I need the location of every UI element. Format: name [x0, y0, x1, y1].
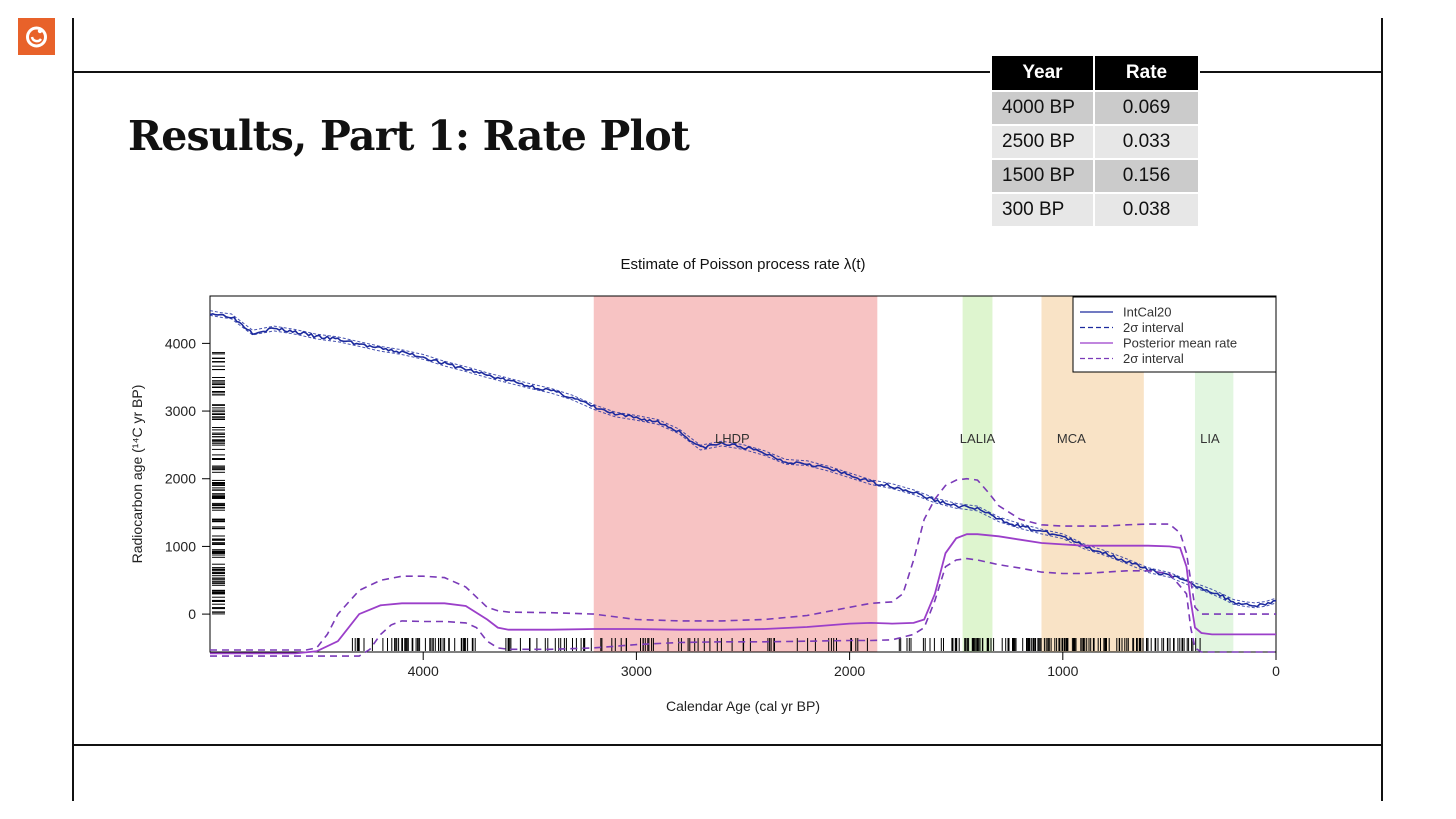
year-cell: 2500 BP — [990, 124, 1095, 160]
legend-entry: 2σ interval — [1123, 320, 1184, 335]
x-tick-label: 4000 — [408, 663, 439, 679]
legend-entry: Posterior mean rate — [1123, 336, 1237, 351]
y-tick-label: 1000 — [165, 538, 196, 554]
intcal20-interval-lower-line — [209, 314, 1277, 609]
rate-cell: 0.069 — [1093, 90, 1200, 126]
legend-entry: 2σ interval — [1123, 351, 1184, 366]
chart-title: Estimate of Poisson process rate λ(t) — [620, 256, 865, 273]
y-tick-label: 2000 — [165, 471, 196, 487]
rug-marks — [212, 352, 1201, 651]
x-tick-label: 2000 — [834, 663, 865, 679]
rate-interval-lower-line — [210, 557, 1276, 657]
rate-cell: 0.038 — [1093, 192, 1200, 228]
table-row: 4000 BP 0.069 — [990, 90, 1200, 126]
logo-icon — [26, 26, 47, 48]
year-cell: 4000 BP — [990, 90, 1095, 126]
chart-series — [209, 310, 1277, 657]
table-row: 2500 BP 0.033 — [990, 124, 1200, 160]
x-tick-label: 0 — [1272, 663, 1280, 679]
y-axis-label: Radiocarbon age (¹⁴C yr BP) — [129, 385, 145, 564]
top-rule — [73, 71, 1383, 73]
rate-interval-upper-line — [210, 477, 1276, 651]
chart-axes — [202, 295, 1277, 660]
intcal20-line — [209, 312, 1277, 608]
rate-column-header: Rate — [1093, 54, 1200, 92]
bottom-rule — [73, 744, 1383, 746]
band-label: LALIA — [960, 431, 996, 446]
app-logo — [18, 18, 55, 55]
year-column-header: Year — [990, 54, 1095, 92]
year-cell: 1500 BP — [990, 158, 1095, 194]
period-band-lhdp — [593, 296, 878, 652]
rate-cell: 0.156 — [1093, 158, 1200, 194]
x-tick-label: 3000 — [621, 663, 652, 679]
rate-cell: 0.033 — [1093, 124, 1200, 160]
band-label: MCA — [1057, 431, 1086, 446]
right-border-line — [1381, 18, 1383, 801]
period-band-lalia — [962, 296, 993, 652]
x-axis-label: Calendar Age (cal yr BP) — [666, 698, 820, 714]
legend-box — [1072, 296, 1277, 373]
year-cell: 300 BP — [990, 192, 1095, 228]
rate-table: Year Rate 4000 BP 0.069 2500 BP 0.033 15… — [990, 54, 1200, 228]
band-label: LIA — [1200, 431, 1220, 446]
table-row: 300 BP 0.038 — [990, 192, 1200, 228]
legend-entry: IntCal20 — [1123, 305, 1171, 320]
band-label: LHDP — [715, 431, 750, 446]
slide-title: Results, Part 1: Rate Plot — [128, 112, 690, 160]
table-row: 1500 BP 0.156 — [990, 158, 1200, 194]
y-tick-label: 4000 — [165, 335, 196, 351]
y-tick-label: 0 — [188, 606, 196, 622]
x-tick-label: 1000 — [1047, 663, 1078, 679]
left-border-line — [72, 18, 74, 801]
posterior-mean-rate-line — [210, 533, 1276, 655]
y-tick-label: 3000 — [165, 403, 196, 419]
period-bands — [593, 296, 1234, 652]
rate-table-header: Year Rate — [990, 54, 1200, 92]
chart-labels: 4000 3000 2000 1000 0 4000 3000 2000 1000 0 Estima… — [129, 256, 1280, 714]
plot-frame — [209, 295, 1277, 653]
intcal20-interval-upper-line — [209, 310, 1277, 604]
